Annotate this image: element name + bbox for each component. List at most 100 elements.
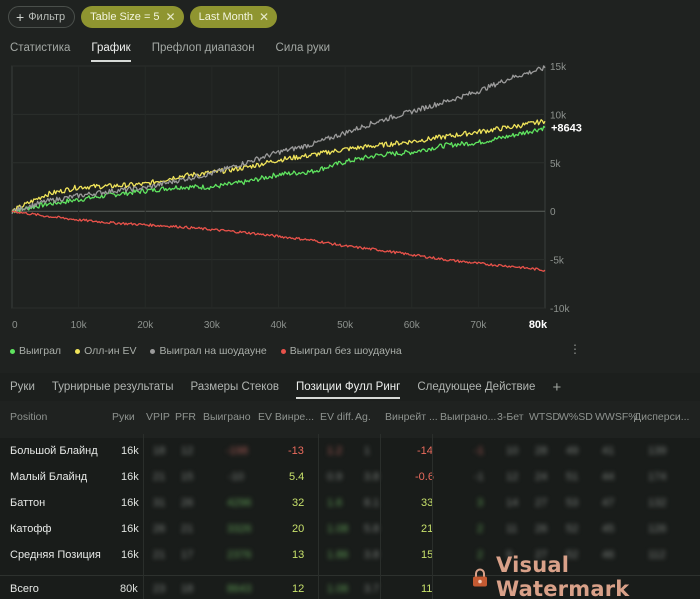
tab-full-ring-positions[interactable]: Позиции Фулл Ринг: [295, 373, 401, 401]
cell-ag-hidden: 3.7: [364, 582, 380, 595]
cell-wwsf-hidden: 41: [602, 445, 615, 457]
header-aggression[interactable]: Ag.: [355, 411, 371, 423]
cell-ev-diff-hidden: 1.6: [327, 497, 343, 509]
x-tick-label: 50k: [337, 320, 354, 331]
table-row[interactable]: Средняя Позиция 16k 21 17 2376 13 1.86 3…: [0, 542, 700, 568]
filter-chip-label: Table Size = 5: [90, 11, 160, 23]
column-divider: [380, 434, 381, 599]
cell-ev-diff-hidden: 1.06: [327, 582, 349, 595]
cell-ev-winrate: 20: [292, 523, 305, 535]
legend-item-showdown[interactable]: Выиграл на шоудауне: [150, 345, 267, 357]
cell-winrate: 11: [421, 582, 433, 595]
header-wtsd[interactable]: WTSD: [529, 411, 560, 423]
tab-tournament-results[interactable]: Турнирные результаты: [51, 381, 174, 393]
cell-3bet-hidden: 14: [506, 497, 519, 509]
header-position[interactable]: Position: [10, 411, 48, 423]
series-line-1: [11, 125, 546, 214]
cell-hands: 16k: [121, 445, 139, 457]
filter-chip-table-size[interactable]: Table Size = 5 ✕: [81, 6, 184, 28]
add-filter-label: Фильтр: [28, 11, 66, 23]
header-vpip[interactable]: VPIP: [146, 411, 170, 423]
cell-vpip-hidden: 21: [153, 471, 166, 483]
column-divider: [143, 434, 144, 599]
watermark-text: Visual Watermark: [496, 553, 630, 599]
x-tick-label: 30k: [204, 320, 221, 331]
lock-icon: [473, 568, 488, 587]
header-ev-diff[interactable]: EV diff.: [320, 411, 354, 423]
legend-label: Выиграл без шоудауна: [289, 345, 402, 357]
legend-dot: [280, 348, 286, 354]
tab-statistics[interactable]: Статистика: [10, 42, 71, 54]
tab-hand-strength[interactable]: Сила руки: [275, 42, 331, 54]
cell-ev-diff-hidden: 1.08: [327, 523, 349, 535]
tab-preflop-range[interactable]: Префлоп диапазон: [151, 42, 255, 54]
tab-stack-sizes[interactable]: Размеры Стеков: [190, 381, 279, 393]
cell-won-hidden: -198: [226, 445, 249, 457]
table-row[interactable]: Баттон 16k 31 26 4296 32 1.6 8.1 33 3 14…: [0, 490, 700, 516]
header-variance[interactable]: Дисперси...: [634, 411, 690, 423]
legend-label: Олл-ин EV: [84, 345, 137, 357]
cell-wsd-hidden: 51: [566, 471, 579, 483]
cell-winrate: -14: [417, 445, 433, 457]
header-ev-winrate[interactable]: EV Винре...: [258, 411, 315, 423]
cell-hands: 16k: [121, 471, 139, 483]
cell-ag-hidden: 3.8: [364, 549, 380, 561]
header-winrate[interactable]: Винрейт ...: [385, 411, 438, 423]
cell-ev-winrate: 32: [292, 497, 305, 509]
tab-graph[interactable]: График: [91, 42, 132, 62]
cell-vpip-hidden: 31: [153, 497, 166, 509]
header-wwsf[interactable]: WWSF%: [595, 411, 638, 423]
cell-ag-hidden: 8.1: [364, 497, 380, 509]
chart-legend: Выиграл Олл-ин EV Выиграл на шоудауне Вы…: [10, 345, 402, 357]
lower-tab-bar: Руки Турнирные результаты Размеры Стеков…: [0, 373, 700, 401]
top-tab-bar: Статистика График Префлоп диапазон Сила …: [10, 42, 351, 62]
cell-3bet-hidden: 10: [506, 445, 519, 457]
cell-position: Большой Блайнд: [10, 445, 98, 457]
cell-won-hidden: 3326: [227, 523, 252, 535]
y-tick-label: 10k: [550, 110, 567, 121]
table-row[interactable]: Большой Блайнд 16k 18 12 -198 -13 1.2 1 …: [0, 438, 700, 464]
close-icon[interactable]: ✕: [259, 10, 270, 24]
header-hands[interactable]: Руки: [112, 411, 135, 423]
close-icon[interactable]: ✕: [165, 10, 176, 24]
legend-item-won[interactable]: Выиграл: [10, 345, 61, 357]
cell-wsd-hidden: 52: [566, 549, 579, 561]
header-won-2[interactable]: Выиграно...: [440, 411, 497, 423]
legend-item-non-showdown[interactable]: Выиграл без шоудауна: [280, 345, 402, 357]
cell-hands: 16k: [121, 523, 139, 535]
table-row[interactable]: Катофф 16k 26 21 3326 20 1.08 5.8 21 2 1…: [0, 516, 700, 542]
tab-next-action[interactable]: Следующее Действие: [417, 381, 536, 393]
header-wsd[interactable]: W%SD: [559, 411, 593, 423]
cell-winrate: 15: [421, 549, 434, 561]
cell-vpip-hidden: 23: [153, 582, 166, 595]
header-3bet[interactable]: 3-Бет: [497, 411, 524, 423]
cell-wsd-hidden: 52: [566, 523, 579, 535]
cell-pfr-hidden: 15: [181, 471, 194, 483]
cell-wtsd-hidden: 26: [535, 523, 548, 535]
cell-won2-hidden: 2: [477, 523, 484, 535]
add-filter-button[interactable]: + Фильтр: [8, 6, 76, 28]
x-tick-label: 20k: [137, 320, 154, 331]
cell-variance-hidden: 112: [648, 549, 666, 561]
header-pfr[interactable]: PFR: [175, 411, 196, 423]
header-won[interactable]: Выиграно: [203, 411, 251, 423]
cell-ev-winrate: 13: [292, 549, 305, 561]
x-tick-label: 60k: [404, 320, 421, 331]
cell-3bet-hidden: 11: [506, 523, 518, 535]
series-line-2: [11, 119, 546, 213]
tab-hands[interactable]: Руки: [10, 381, 35, 393]
cell-position: Всего: [10, 582, 39, 595]
cell-variance-hidden: 174: [648, 471, 667, 483]
filter-chip-date[interactable]: Last Month ✕: [189, 6, 278, 28]
table-row[interactable]: Малый Блайнд 16k 21 15 -10 5.4 0.9 3.8 -…: [0, 464, 700, 490]
cell-winrate: -0.6: [415, 471, 434, 483]
cell-ev-winrate: 12: [292, 582, 305, 595]
table-total-row[interactable]: Всего 80k 23 18 8643 12 1.06 3.7 11: [0, 575, 700, 599]
positions-table: Position Руки VPIP PFR Выиграно EV Винре…: [0, 404, 700, 599]
legend-item-allin-ev[interactable]: Олл-ин EV: [75, 345, 136, 357]
add-tab-button[interactable]: +: [552, 378, 562, 396]
cell-hands: 80k: [120, 582, 138, 595]
cell-won2-hidden: 3: [477, 497, 484, 509]
more-options-icon[interactable]: ⋮: [569, 342, 581, 356]
table-body: Большой Блайнд 16k 18 12 -198 -13 1.2 1 …: [0, 438, 700, 599]
